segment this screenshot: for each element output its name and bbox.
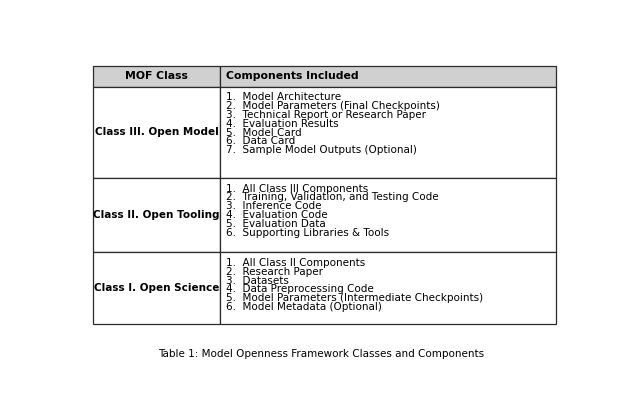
Text: Components Included: Components Included <box>226 71 359 82</box>
Text: Class III. Open Model: Class III. Open Model <box>95 127 218 137</box>
Text: 1.  All Class II Components: 1. All Class II Components <box>226 258 366 268</box>
Text: 5.  Model Parameters (Intermediate Checkpoints): 5. Model Parameters (Intermediate Checkp… <box>226 293 483 303</box>
Text: 4.  Evaluation Code: 4. Evaluation Code <box>226 210 327 220</box>
Text: 6.  Supporting Libraries & Tools: 6. Supporting Libraries & Tools <box>226 228 389 237</box>
Text: 3.  Inference Code: 3. Inference Code <box>226 201 322 211</box>
Text: 5.  Evaluation Data: 5. Evaluation Data <box>226 219 326 229</box>
Text: 3.  Technical Report or Research Paper: 3. Technical Report or Research Paper <box>226 110 426 120</box>
Text: 4.  Evaluation Results: 4. Evaluation Results <box>226 119 339 129</box>
Text: 6.  Model Metadata (Optional): 6. Model Metadata (Optional) <box>226 302 382 312</box>
Bar <box>220 178 556 253</box>
Text: 2.  Research Paper: 2. Research Paper <box>226 267 323 277</box>
Bar <box>93 178 220 253</box>
Bar <box>93 66 220 86</box>
Bar <box>93 86 220 178</box>
Text: 6.  Data Card: 6. Data Card <box>226 136 295 146</box>
Text: 2.  Training, Validation, and Testing Code: 2. Training, Validation, and Testing Cod… <box>226 192 439 202</box>
Text: 1.  All Class III Components: 1. All Class III Components <box>226 184 368 193</box>
Text: Class I. Open Science: Class I. Open Science <box>94 283 219 293</box>
Text: Class II. Open Tooling: Class II. Open Tooling <box>93 210 220 220</box>
Text: 4.  Data Preprocessing Code: 4. Data Preprocessing Code <box>226 284 374 295</box>
Text: Table 1: Model Openness Framework Classes and Components: Table 1: Model Openness Framework Classe… <box>158 349 484 359</box>
Text: 5.  Model Card: 5. Model Card <box>226 127 302 137</box>
Bar <box>220 66 556 86</box>
Text: 1.  Model Architecture: 1. Model Architecture <box>226 92 341 102</box>
Text: 2.  Model Parameters (Final Checkpoints): 2. Model Parameters (Final Checkpoints) <box>226 101 440 111</box>
Bar <box>220 86 556 178</box>
Bar <box>93 253 220 324</box>
Text: MOF Class: MOF Class <box>125 71 188 82</box>
Bar <box>220 253 556 324</box>
Text: 7.  Sample Model Outputs (Optional): 7. Sample Model Outputs (Optional) <box>226 145 417 155</box>
Text: 3.  Datasets: 3. Datasets <box>226 276 289 286</box>
